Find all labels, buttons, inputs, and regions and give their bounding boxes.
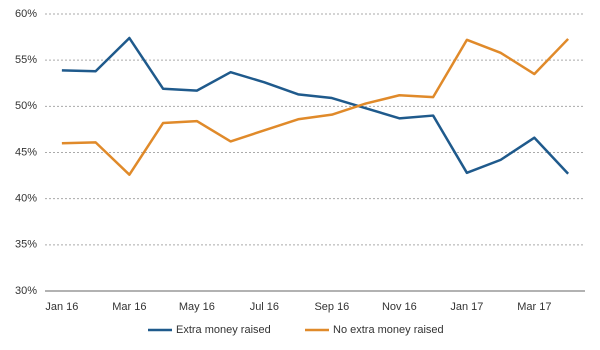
y-tick-label: 40% — [15, 193, 37, 205]
x-tick-label: Jan 16 — [45, 301, 78, 313]
x-tick-label: Jul 16 — [250, 301, 279, 313]
y-tick-label: 55% — [15, 54, 37, 66]
y-tick-label: 50% — [15, 100, 37, 112]
legend-label: No extra money raised — [333, 324, 444, 336]
x-tick-label: Jan 17 — [450, 301, 483, 313]
series-line — [61, 38, 570, 176]
y-tick-label: 30% — [15, 285, 37, 297]
y-tick-label: 35% — [15, 239, 37, 251]
x-tick-label: Mar 16 — [112, 301, 146, 313]
x-tick-label: Sep 16 — [314, 301, 349, 313]
series-line — [61, 36, 570, 175]
x-tick-label: May 16 — [179, 301, 215, 313]
legend-label: Extra money raised — [176, 324, 271, 336]
y-tick-label: 60% — [15, 8, 37, 20]
x-tick-label: Nov 16 — [382, 301, 417, 313]
x-tick-label: Mar 17 — [517, 301, 551, 313]
y-tick-label: 45% — [15, 146, 37, 158]
